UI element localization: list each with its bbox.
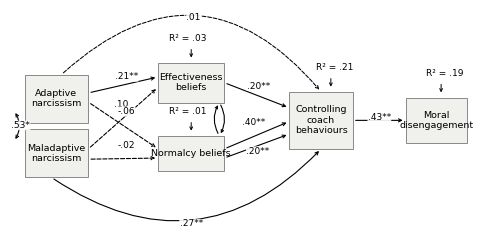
Text: Adaptive
narcissism: Adaptive narcissism [32, 89, 82, 108]
Text: .27**: .27** [180, 219, 203, 228]
FancyBboxPatch shape [158, 63, 224, 103]
FancyBboxPatch shape [24, 75, 88, 123]
Text: .20**: .20** [246, 147, 270, 156]
Text: .20**: .20** [246, 82, 270, 91]
FancyBboxPatch shape [289, 92, 353, 149]
Text: Maladaptive
narcissism: Maladaptive narcissism [28, 144, 86, 163]
Text: R² = .03: R² = .03 [169, 34, 206, 43]
Text: .53*: .53* [11, 121, 30, 130]
Text: -.06: -.06 [118, 107, 136, 116]
Text: .43**: .43** [368, 113, 391, 122]
FancyBboxPatch shape [24, 130, 88, 177]
Text: .21**: .21** [115, 72, 138, 81]
FancyBboxPatch shape [406, 97, 467, 143]
Text: .10: .10 [114, 100, 129, 109]
FancyBboxPatch shape [158, 136, 224, 171]
Text: Controlling
coach
behaviours: Controlling coach behaviours [294, 105, 348, 135]
Text: Effectiveness
beliefs: Effectiveness beliefs [160, 73, 223, 92]
Text: R² = .21: R² = .21 [316, 63, 354, 72]
Text: Normalcy beliefs: Normalcy beliefs [152, 149, 231, 158]
Text: R² = .01: R² = .01 [169, 107, 206, 116]
Text: .01: .01 [186, 13, 201, 22]
Text: Moral
disengagement: Moral disengagement [399, 111, 473, 130]
Text: R² = .19: R² = .19 [426, 69, 464, 78]
Text: -.02: -.02 [118, 141, 136, 150]
Text: .40**: .40** [242, 118, 266, 127]
